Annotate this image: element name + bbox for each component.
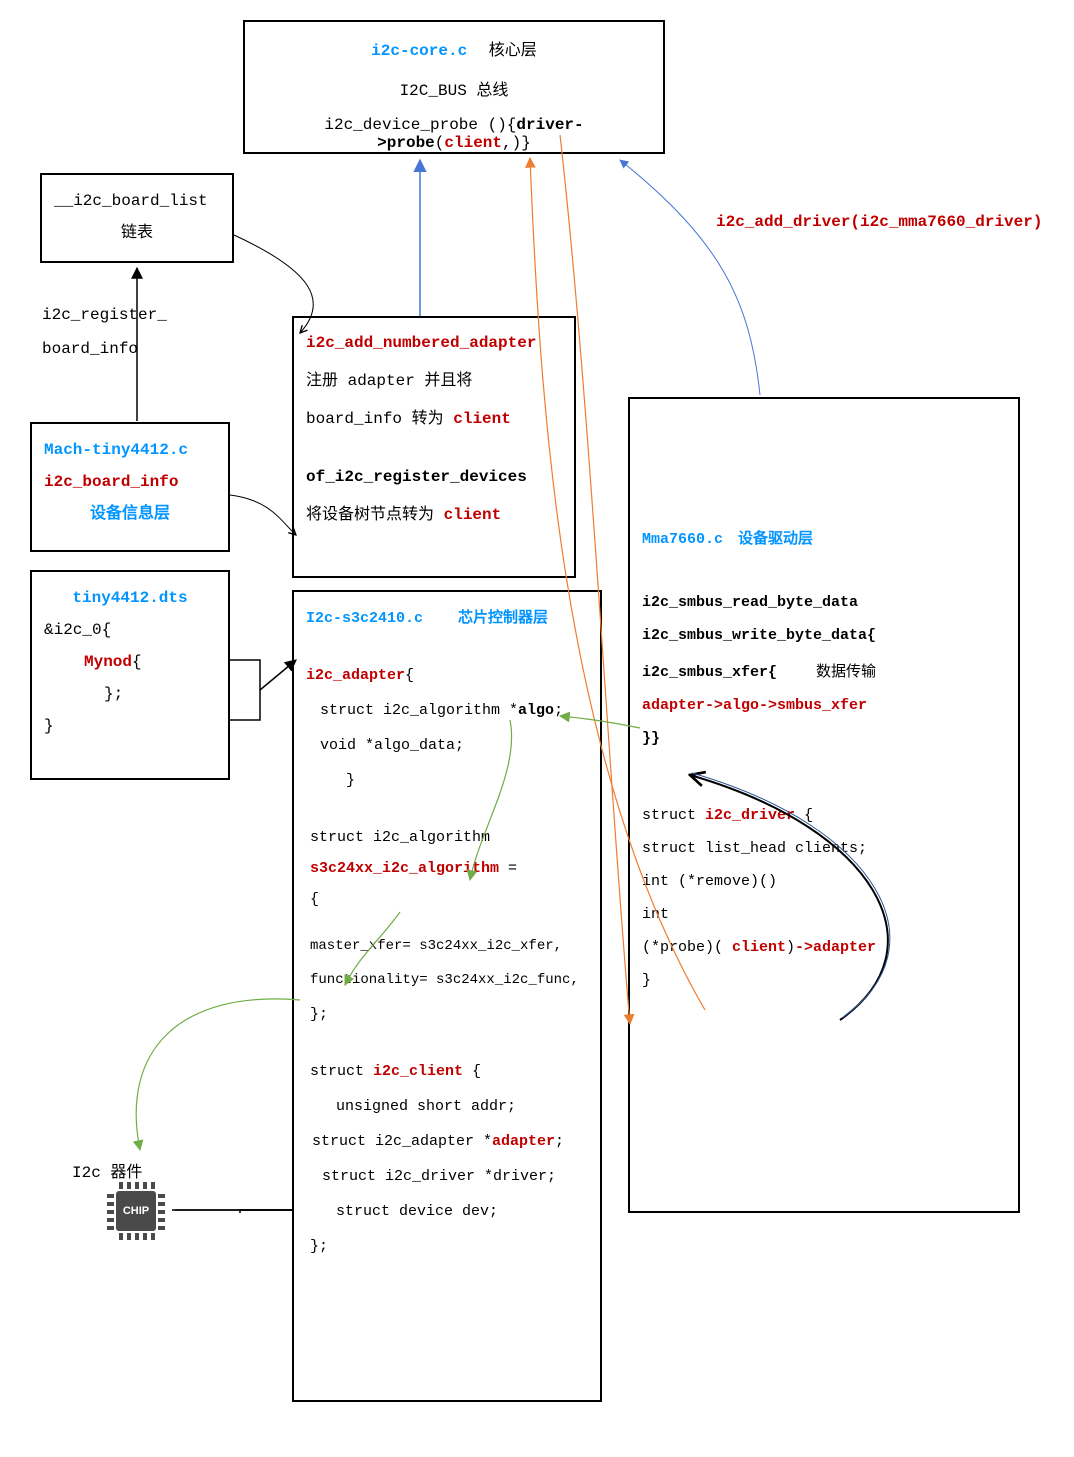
mma-int: int — [642, 906, 1006, 923]
mma-probe-a: ->adapter — [795, 939, 876, 956]
mma-xfer-note: 数据传输 — [816, 664, 876, 681]
mma-struct-s: { — [795, 807, 813, 824]
dts-l4: } — [44, 710, 216, 742]
s3c-ad2-p: struct i2c_adapter * — [312, 1133, 492, 1150]
dts-box: tiny4412.dts &i2c_0{ Mynod{ }; } — [30, 570, 230, 780]
mma-file: Mma7660.c — [642, 531, 723, 548]
s3c-s3calgo: s3c24xx_i2c_algorithm — [310, 860, 499, 877]
s3c-close1: } — [306, 772, 588, 789]
add-driver-label: i2c_add_driver(i2c_mma7660_driver) — [716, 213, 1042, 231]
s3c-drv2: struct i2c_driver *driver; — [306, 1168, 588, 1185]
board-list-l1: __i2c_board_list — [54, 185, 220, 217]
s3c-ad2-s: ; — [555, 1133, 564, 1150]
s3c-adapter: i2c_adapter — [306, 667, 405, 684]
dts-l1: &i2c_0{ — [44, 614, 216, 646]
chip-body: CHIP — [116, 1191, 156, 1231]
adp-l5r: client — [444, 506, 502, 524]
board-list-l2: 链表 — [54, 217, 220, 249]
core-title: 核心层 — [489, 42, 537, 60]
mma-probe-c: client — [732, 939, 786, 956]
s3c-adapter-brace: { — [405, 667, 414, 684]
mach-field: i2c_board_info — [44, 466, 216, 498]
mma-remove: int (*remove)() — [642, 873, 1006, 890]
chip-label: I2c 器件 — [72, 1158, 142, 1182]
mma-read: i2c_smbus_read_byte_data — [642, 594, 1006, 611]
s3c-file: I2c-s3c2410.c — [306, 610, 423, 627]
adp-l2: 注册 adapter 并且将 — [306, 366, 562, 390]
core-probe-line: i2c_device_probe (){driver->probe(client… — [257, 116, 651, 152]
mma-probe-p: (*probe)( — [642, 939, 732, 956]
s3c-client-r: i2c_client — [373, 1063, 463, 1080]
s3c-algo-s: ; — [554, 702, 563, 719]
mma-xfer: i2c_smbus_xfer{ — [642, 664, 777, 681]
core-probe-prefix: i2c_device_probe (){ — [324, 116, 516, 134]
s3c-structalgo: struct i2c_algorithm — [306, 829, 588, 846]
core-probe-client: client — [444, 134, 502, 152]
dts-l3: }; — [44, 678, 216, 710]
s3c-open2: { — [306, 891, 588, 908]
s3c-ad2-r: adapter — [492, 1133, 555, 1150]
diagram-canvas: i2c-core.c 核心层 I2C_BUS 总线 i2c_device_pro… — [0, 0, 1074, 1457]
s3c-algodata: void *algo_data; — [306, 737, 588, 754]
dts-l2-suffix: { — [132, 653, 142, 671]
chip-icon: CHIP — [107, 1182, 165, 1240]
s3c-algo-b: algo — [518, 702, 554, 719]
adp-l5p: 将设备树节点转为 — [306, 506, 444, 524]
core-box: i2c-core.c 核心层 I2C_BUS 总线 i2c_device_pro… — [243, 20, 665, 154]
mma-clients: struct list_head clients; — [642, 840, 1006, 857]
mma-write: i2c_smbus_write_byte_data{ — [642, 627, 1006, 644]
mach-box: Mach-tiny4412.c i2c_board_info 设备信息层 — [30, 422, 230, 552]
s3c-close2: }; — [306, 1006, 588, 1023]
dts-l2-red: Mynod — [84, 653, 132, 671]
s3c-box: I2c-s3c2410.c 芯片控制器层 i2c_adapter{ struct… — [292, 590, 602, 1402]
mma-probe-m: ) — [786, 939, 795, 956]
dts-file: tiny4412.dts — [44, 582, 216, 614]
s3c-client-s: { — [463, 1063, 481, 1080]
register-label-2: board_info — [42, 340, 138, 358]
adp-l1: i2c_add_numbered_adapter — [306, 334, 562, 352]
s3c-addr: unsigned short addr; — [306, 1098, 588, 1115]
adapter-box: i2c_add_numbered_adapter 注册 adapter 并且将 … — [292, 316, 576, 578]
s3c-master: master_xfer= s3c24xx_i2c_xfer, — [306, 938, 588, 954]
core-file: i2c-core.c — [371, 42, 467, 60]
mma-title: 设备驱动层 — [738, 531, 813, 548]
mach-layer: 设备信息层 — [44, 498, 216, 530]
s3c-algo-p: struct i2c_algorithm * — [320, 702, 518, 719]
core-probe-suffix: ,)} — [502, 134, 531, 152]
mma-close2: } — [642, 972, 1006, 989]
mma-close1: }} — [642, 730, 1006, 747]
core-bus: I2C_BUS 总线 — [257, 76, 651, 100]
s3c-s3calgo-s: = — [499, 860, 517, 877]
mach-file: Mach-tiny4412.c — [44, 434, 216, 466]
s3c-title: 芯片控制器层 — [458, 610, 548, 627]
adp-l3p: board_info 转为 — [306, 410, 453, 428]
s3c-close3: }; — [306, 1238, 588, 1255]
adp-l4: of_i2c_register_devices — [306, 468, 562, 486]
s3c-client-p: struct — [310, 1063, 373, 1080]
mma-struct-r: i2c_driver — [705, 807, 795, 824]
mma-struct-p: struct — [642, 807, 705, 824]
s3c-func: functionality= s3c24xx_i2c_func, — [306, 972, 588, 988]
mma-adcall: adapter->algo->smbus_xfer — [642, 697, 1006, 714]
mma-box: Mma7660.c 设备驱动层 i2c_smbus_read_byte_data… — [628, 397, 1020, 1213]
adp-l3r: client — [453, 410, 511, 428]
board-list-box: __i2c_board_list 链表 — [40, 173, 234, 263]
s3c-dev: struct device dev; — [306, 1203, 588, 1220]
register-label-1: i2c_register_ — [42, 306, 167, 324]
